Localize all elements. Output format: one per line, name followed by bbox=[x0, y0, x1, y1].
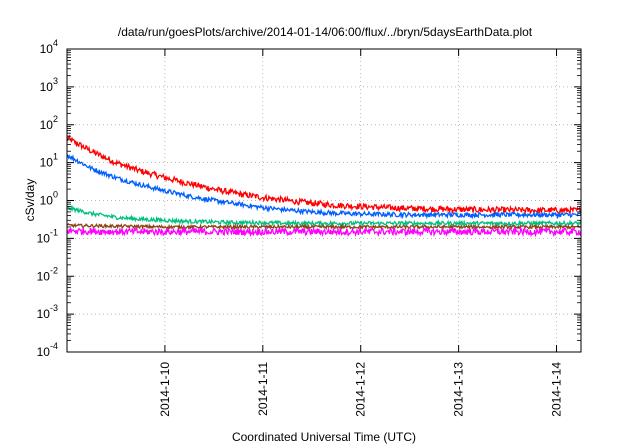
series-line bbox=[66, 225, 582, 238]
x-tick-label: 2014-1-10 bbox=[158, 362, 172, 417]
x-tick-label: 2014-1-13 bbox=[452, 362, 466, 417]
y-tick-label: 103 bbox=[40, 76, 58, 94]
series-line bbox=[66, 222, 582, 231]
y-tick-label: 104 bbox=[40, 38, 58, 56]
series-layer bbox=[66, 134, 582, 238]
y-axis-title: cSv/day bbox=[23, 179, 37, 222]
series-line bbox=[66, 134, 582, 216]
plot-frame bbox=[66, 48, 582, 353]
chart-title: /data/run/goesPlots/archive/2014-01-14/0… bbox=[118, 25, 533, 39]
y-tick-label: 10-2 bbox=[37, 265, 58, 283]
series-line bbox=[66, 154, 582, 220]
x-tick-label: 2014-1-11 bbox=[256, 362, 270, 416]
y-tick-label: 10-1 bbox=[37, 227, 58, 245]
x-tick-label: 2014-1-14 bbox=[550, 362, 564, 417]
y-tick-label: 102 bbox=[40, 114, 58, 132]
axis-layer: 10-4 10-3 10-2 10-1 100 101 102 103 104 2014-1-10… bbox=[37, 38, 582, 417]
x-axis-title: Coordinated Universal Time (UTC) bbox=[232, 430, 416, 444]
y-tick-label: 10-3 bbox=[37, 303, 58, 321]
series-line bbox=[66, 204, 582, 228]
grid-layer bbox=[67, 48, 581, 353]
y-tick-label: 101 bbox=[40, 152, 58, 170]
y-tick-label: 100 bbox=[40, 190, 58, 208]
x-tick-label: 2014-1-12 bbox=[354, 362, 368, 417]
y-tick-label: 10-4 bbox=[37, 341, 58, 359]
